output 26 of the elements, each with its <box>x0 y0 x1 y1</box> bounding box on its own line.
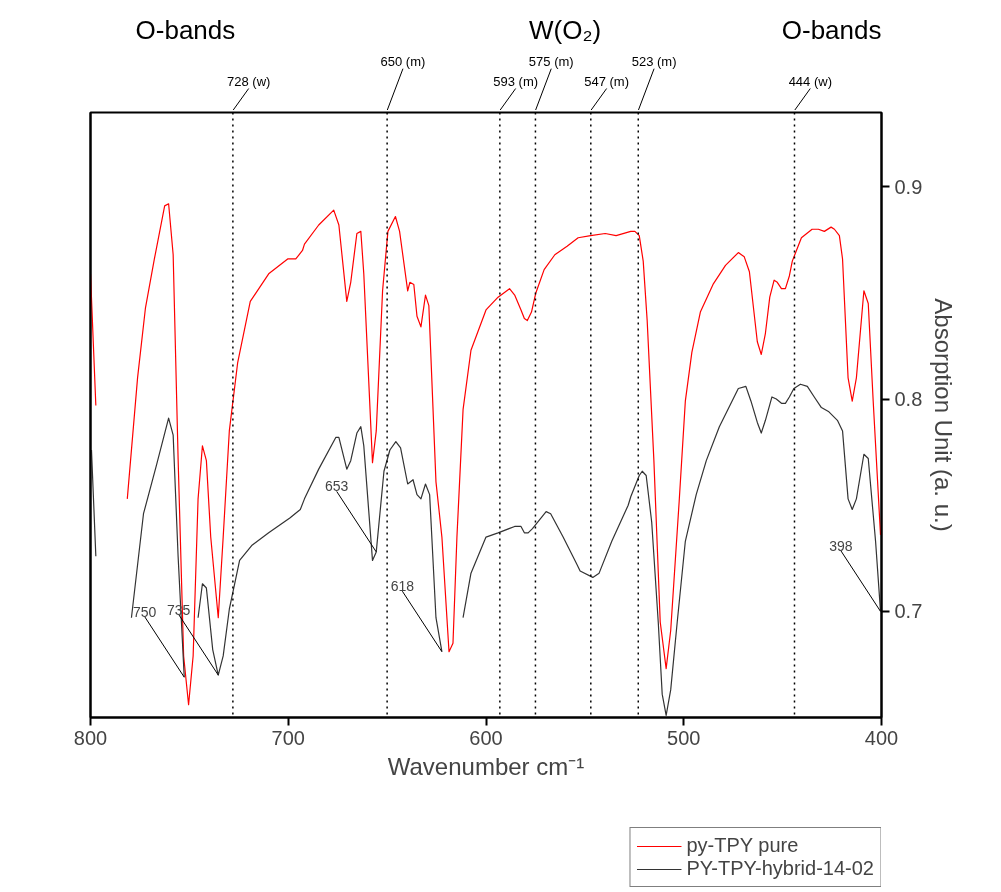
ref-line-label: 444 (w) <box>788 73 832 89</box>
annotation: 750 <box>133 603 157 620</box>
ref-line-label: 728 (w) <box>227 73 271 89</box>
y-tick-label: 0.9 <box>894 175 923 198</box>
ref-line-label: 547 (m) <box>584 73 630 89</box>
legend-label: PY-TPY-hybrid-14-02 <box>686 857 874 880</box>
ref-line-label: 575 (m) <box>528 53 574 69</box>
y-tick-label: 0.8 <box>894 388 923 411</box>
x-tick-label: 600 <box>469 726 503 749</box>
x-tick-label: 800 <box>73 726 108 749</box>
legend-label: py-TPY pure <box>686 834 799 857</box>
y-tick-label: 0.7 <box>894 600 923 623</box>
ref-line-label: 523 (m) <box>631 53 677 69</box>
x-tick-label: 500 <box>667 726 701 749</box>
annotation: 653 <box>325 478 349 495</box>
x-tick-label: 700 <box>271 726 305 749</box>
text: O-bands <box>135 14 236 45</box>
annotation: 618 <box>390 578 415 595</box>
x-axis-title: Wavenumber cm⁻¹ <box>387 752 585 780</box>
text: W(O₂) <box>529 14 602 45</box>
y-axis-title: Absorption Unit (a. u.) <box>930 298 958 532</box>
ref-line-label: 593 (m) <box>493 73 539 89</box>
annotation: 398 <box>829 537 853 554</box>
text: O-bands <box>781 14 882 45</box>
x-tick-label: 400 <box>864 726 899 749</box>
ref-line-label: 650 (m) <box>380 53 426 69</box>
